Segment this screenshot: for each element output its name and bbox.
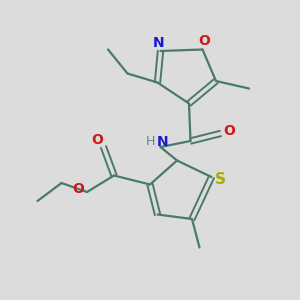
Text: O: O	[73, 182, 85, 196]
Text: S: S	[215, 172, 226, 188]
Text: N: N	[153, 36, 165, 50]
Text: H: H	[145, 135, 155, 148]
Text: O: O	[224, 124, 236, 137]
Text: O: O	[198, 34, 210, 48]
Text: O: O	[92, 134, 104, 147]
Text: N: N	[157, 135, 169, 148]
